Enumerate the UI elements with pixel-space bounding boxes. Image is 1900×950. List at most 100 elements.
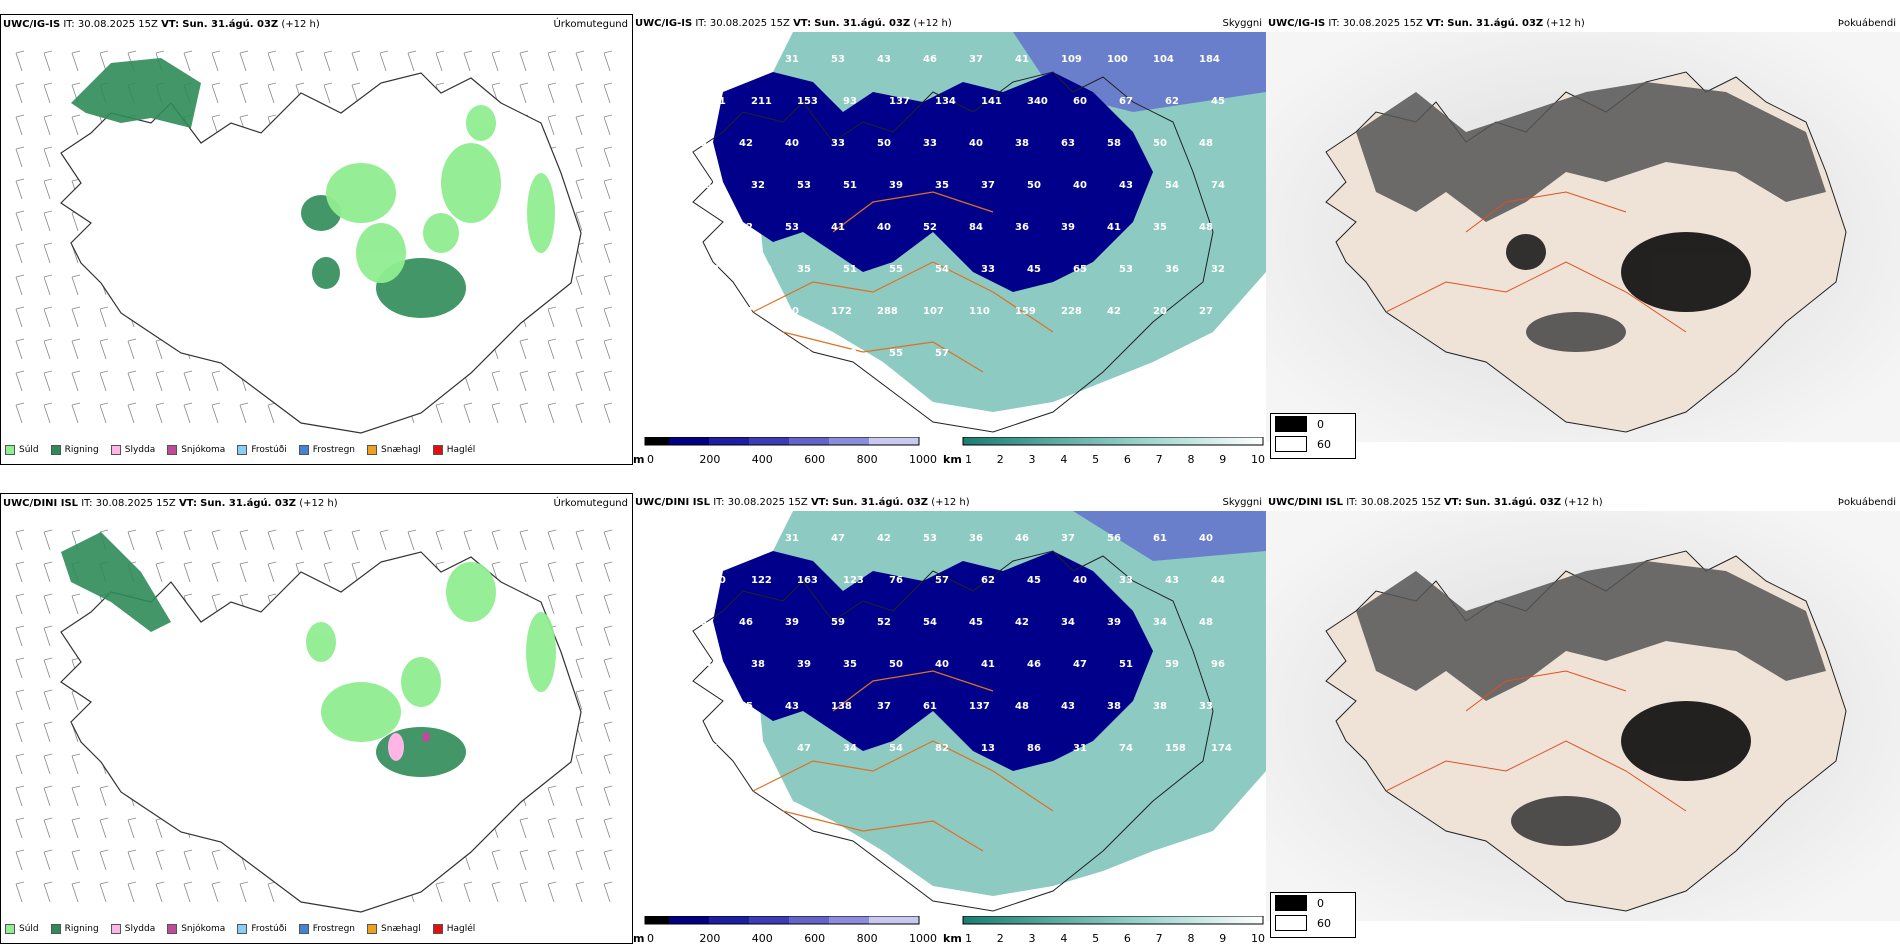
precip-drizzle-patches bbox=[306, 562, 556, 742]
cloud-base-label: 228 bbox=[1061, 306, 1082, 317]
wind-barb bbox=[43, 50, 53, 72]
cloud-base-label: 62 bbox=[981, 575, 995, 586]
wind-barb bbox=[603, 689, 613, 711]
wind-barb bbox=[519, 817, 529, 839]
cloud-base-label: 35 bbox=[797, 264, 811, 275]
precip-map bbox=[15, 529, 613, 913]
panel-type-label: Þokuábendi bbox=[1837, 497, 1896, 508]
cloud-base-label: 41 bbox=[751, 743, 765, 754]
cloud-base-label: 46 bbox=[1015, 533, 1029, 544]
cloud-base-label: 33 bbox=[1119, 575, 1133, 586]
wind-barb bbox=[407, 529, 417, 551]
visibility-unit: km bbox=[943, 932, 962, 944]
cloud-base-label: 35 bbox=[843, 659, 857, 670]
vt-label: VT: bbox=[178, 498, 197, 509]
cloud-base-label: 104 bbox=[1153, 54, 1174, 65]
cloud-base-label: 36 bbox=[969, 533, 983, 544]
cloud-base-label: 42 bbox=[877, 533, 891, 544]
colorbar-tick-label: 400 bbox=[751, 932, 773, 944]
wind-barb bbox=[15, 338, 25, 360]
cloud-base-label: 74 bbox=[1119, 743, 1133, 754]
precip-legend-label: Snæhagl bbox=[381, 445, 421, 455]
cloud-base-label: 16 bbox=[705, 348, 719, 359]
colorbar-tick-label: 10 bbox=[1251, 453, 1265, 465]
fog-panel-bottom: UWC/DINI ISL IT: 30.08.2025 15Z VT: Sun.… bbox=[1266, 493, 1900, 944]
precip-legend-label: Frostúði bbox=[251, 445, 287, 455]
cloud-base-label: 34 bbox=[1153, 617, 1167, 628]
cloud-base-labels: 44 43 31 53 43 46 37 41 109 100 104 184 161 211 153 93 1… bbox=[693, 54, 1225, 359]
wind-barb bbox=[15, 721, 25, 743]
cloud-base-label: 27 bbox=[1199, 306, 1213, 317]
cloud-base-label: 57 bbox=[935, 348, 949, 359]
cloud-base-label: 55 bbox=[889, 264, 903, 275]
panel-header: UWC/DINI ISL IT: 30.08.2025 15Z VT: Sun.… bbox=[635, 497, 970, 508]
colorbar-tick-label: 4 bbox=[1060, 932, 1068, 944]
panel-type-label: Þokuábendi bbox=[1837, 18, 1896, 29]
wind-barb bbox=[603, 593, 613, 615]
wind-barb bbox=[603, 370, 613, 392]
panel-header: UWC/IG-IS IT: 30.08.2025 15Z VT: Sun. 31… bbox=[3, 19, 320, 30]
model-name: UWC/DINI ISL bbox=[635, 497, 711, 508]
cloud-base-label: 29 bbox=[693, 306, 707, 317]
fog-legend-swatch bbox=[1275, 436, 1307, 452]
precip-legend-swatch bbox=[298, 445, 309, 455]
wind-barb bbox=[603, 210, 613, 232]
cloud-base-label: 86 bbox=[1027, 743, 1041, 754]
precip-legend-item: Rigning bbox=[50, 924, 99, 934]
precip-legend-label: Rigning bbox=[64, 924, 99, 934]
colorbar-tick-label: 7 bbox=[1155, 932, 1163, 944]
wind-barb bbox=[43, 817, 53, 839]
precip-legend-label: Súld bbox=[19, 924, 39, 934]
it-label: IT: bbox=[713, 497, 725, 508]
cloud-base-label: 38 bbox=[751, 659, 765, 670]
wind-barb bbox=[43, 370, 53, 392]
cloud-base-label: 31 bbox=[1073, 743, 1087, 754]
wind-barb bbox=[519, 370, 529, 392]
it-label: IT: bbox=[1346, 497, 1358, 508]
wind-barb bbox=[295, 50, 305, 72]
precip-legend-label: Haglél bbox=[446, 924, 476, 934]
cloud-base-label: 50 bbox=[1027, 180, 1041, 191]
precip-legend-label: Frostregn bbox=[312, 445, 356, 455]
wind-barb bbox=[603, 753, 613, 775]
wind-barb bbox=[575, 753, 585, 775]
wind-barb bbox=[71, 274, 81, 296]
cloud-base-label: 32 bbox=[751, 180, 765, 191]
wind-barb bbox=[127, 817, 137, 839]
it-value: 30.08.2025 15Z bbox=[727, 497, 808, 508]
wind-barb bbox=[71, 785, 81, 807]
wind-barb bbox=[43, 753, 53, 775]
lead-time: (+12 h) bbox=[1546, 18, 1585, 29]
cloud-base-label: 44 bbox=[693, 54, 707, 65]
wind-barb bbox=[43, 306, 53, 328]
cloud-base-label: 37 bbox=[877, 701, 891, 712]
cloud-base-label: 67 bbox=[1119, 96, 1133, 107]
precip-legend-item: Snjókoma bbox=[167, 924, 225, 934]
it-label: IT: bbox=[63, 19, 75, 30]
cloud-base-label: 33 bbox=[831, 138, 845, 149]
wind-barb bbox=[435, 50, 445, 72]
cloud-base-colorbar: m 0 200 400 600 800 1000 bbox=[633, 436, 937, 465]
wind-barb bbox=[323, 82, 333, 104]
precip-legend-label: Haglél bbox=[446, 445, 476, 455]
wind-barb bbox=[351, 529, 361, 551]
wind-barb bbox=[43, 721, 53, 743]
precip-legend-swatch bbox=[237, 924, 248, 934]
cloud-base-label: 41 bbox=[1015, 54, 1029, 65]
precip-legend: Súld Rigning Slydda Snjókoma Frostúði Frostre… bbox=[5, 440, 475, 460]
vt-value: Sun. 31.ágú. 03Z bbox=[1465, 497, 1562, 508]
wind-barb bbox=[491, 529, 501, 551]
low-cloud-area bbox=[713, 72, 1153, 292]
wind-barb bbox=[155, 529, 165, 551]
vt-value: Sun. 31.ágú. 03Z bbox=[814, 18, 911, 29]
wind-barb bbox=[519, 849, 529, 871]
cloud-base-label: 41 bbox=[693, 533, 707, 544]
precip-legend-item: Frostregn bbox=[298, 924, 355, 934]
precip-legend-swatch bbox=[5, 445, 15, 455]
wind-barb bbox=[15, 593, 25, 615]
fog-legend-label: 0 bbox=[1317, 417, 1324, 431]
wind-barb bbox=[603, 82, 613, 104]
cloud-base-label: 41 bbox=[705, 743, 719, 754]
cloud-base-label: 49 bbox=[693, 138, 707, 149]
precip-legend-swatch bbox=[237, 445, 248, 455]
